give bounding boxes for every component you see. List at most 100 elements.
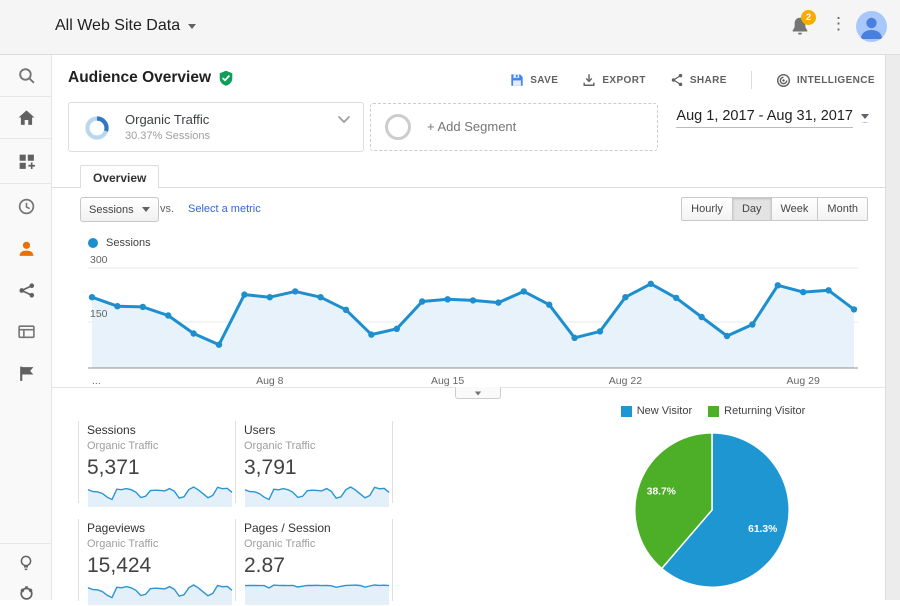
stat-card-sessions: Sessions Organic Traffic 5,371 [78,421,235,507]
export-icon [583,74,595,86]
sessions-legend-label: Sessions [106,237,151,249]
avatar[interactable] [856,11,887,42]
main-content: Audience Overview SAVE EXPORT [52,55,885,605]
customization-icon [19,154,35,169]
stat-title[interactable]: Users [244,423,276,437]
svg-text:...: ... [92,375,101,387]
svg-text:150: 150 [90,308,108,320]
add-segment-label: + Add Segment [427,119,517,134]
date-range-caret-icon [861,113,869,123]
stat-title[interactable]: Pageviews [87,521,146,535]
stat-subtitle: Organic Traffic [87,440,159,452]
discover-lightbulb-icon [20,555,32,571]
avatar-person-icon [861,17,882,39]
sidebar-item-conversions[interactable] [0,352,52,394]
sidebar-item-acquisition[interactable] [0,269,52,311]
users-sparkline [244,486,390,507]
account-selector[interactable]: All Web Site Data [55,17,197,35]
search-icon [18,68,35,84]
stat-value: 2.87 [244,554,285,577]
save-label: SAVE [530,74,559,86]
sidebar-item-home[interactable] [0,97,52,138]
notifications-button[interactable]: 2 [789,10,816,42]
svg-text:Aug 29: Aug 29 [787,375,820,387]
intelligence-label: INTELLIGENCE [796,74,875,86]
granularity-week-button[interactable]: Week [771,197,819,221]
stat-grid-divider [392,519,393,601]
intelligence-button[interactable]: INTELLIGENCE [776,73,875,88]
new-visitor-swatch-icon [620,405,632,417]
svg-text:300: 300 [90,254,108,266]
admin-gear-icon [19,586,33,600]
audience-person-icon [19,241,33,256]
top-bar: All Web Site Data 2 ⋮ [0,0,900,55]
svg-text:61.3%: 61.3% [748,524,777,535]
svg-text:Aug 8: Aug 8 [256,375,284,387]
segment-detail: 30.37% Sessions [125,130,210,142]
svg-text:38.7%: 38.7% [647,487,676,498]
sidebar-item-search[interactable] [0,55,52,96]
vs-label: vs. [160,203,175,215]
account-caret-icon [188,23,197,29]
sidebar-item-discover[interactable] [0,544,52,582]
sidebar-bottom [0,543,52,600]
sidebar-item-behavior[interactable] [0,311,52,352]
report-actions: SAVE EXPORT SHARE [510,71,875,89]
overflow-menu-button[interactable]: ⋮ [830,14,847,33]
chevron-down-icon[interactable] [337,115,351,124]
acquisition-icon [18,282,34,298]
export-button[interactable]: EXPORT [582,73,646,87]
tab-overview[interactable]: Overview [80,165,160,188]
conversions-flag-icon [19,366,33,381]
stat-value: 15,424 [87,554,152,577]
add-segment-button[interactable]: + Add Segment [370,103,658,151]
date-range-text: Aug 1, 2017 - Aug 31, 2017 [676,108,853,128]
verified-shield-icon [219,70,233,86]
sidebar-item-realtime[interactable] [0,184,52,228]
tab-strip-line [52,187,885,188]
export-label: EXPORT [602,74,646,86]
sidebar-divider [0,138,51,139]
date-range-selector[interactable]: Aug 1, 2017 - Aug 31, 2017 [676,108,869,128]
pie-legend-new-visitor: New Visitor [620,405,692,417]
sidebar-divider [0,543,52,544]
stat-subtitle: Organic Traffic [244,440,316,452]
add-segment-circle-icon [385,114,411,140]
save-button[interactable]: SAVE [510,73,558,87]
share-button[interactable]: SHARE [670,73,727,87]
actions-divider [750,71,752,89]
share-icon [671,73,683,87]
stat-card-pages-per-session: Pages / Session Organic Traffic 2.87 [235,519,392,605]
pageviews-sparkline [87,584,233,605]
returning-visitor-swatch-icon [708,405,720,417]
chart-legend: Sessions [88,237,151,249]
behavior-icon [17,325,35,339]
left-nav [0,55,52,600]
share-label: SHARE [689,74,727,86]
sidebar-item-customization[interactable] [0,139,52,183]
stat-subtitle: Organic Traffic [244,538,316,550]
save-icon [511,74,523,86]
svg-text:Aug 15: Aug 15 [431,375,464,387]
segment-card-organic-traffic[interactable]: Organic Traffic 30.37% Sessions [68,102,364,152]
select-a-metric-link[interactable]: Select a metric [188,203,261,215]
visitor-type-pie-chart: 61.3% 38.7% [634,432,790,588]
segment-donut-icon [85,116,109,140]
stat-card-pageviews: Pageviews Organic Traffic 15,424 [78,519,235,605]
metric-select-dropdown[interactable]: Sessions [80,197,159,222]
home-icon [18,110,34,125]
stat-title[interactable]: Pages / Session [244,521,331,535]
stat-subtitle: Organic Traffic [87,538,159,550]
account-name: All Web Site Data [55,17,181,34]
stat-title[interactable]: Sessions [87,423,136,437]
stat-value: 3,791 [244,456,297,479]
granularity-day-button[interactable]: Day [732,197,772,221]
annotations-expander[interactable] [455,387,501,399]
metric-select-caret-icon [141,207,150,212]
granularity-button-group: Hourly Day Week Month [681,197,868,221]
sidebar-item-audience[interactable] [0,228,52,269]
granularity-hourly-button[interactable]: Hourly [681,197,733,221]
pages-per-session-sparkline [244,584,390,605]
sidebar-item-admin[interactable] [0,582,52,600]
granularity-month-button[interactable]: Month [818,197,868,221]
